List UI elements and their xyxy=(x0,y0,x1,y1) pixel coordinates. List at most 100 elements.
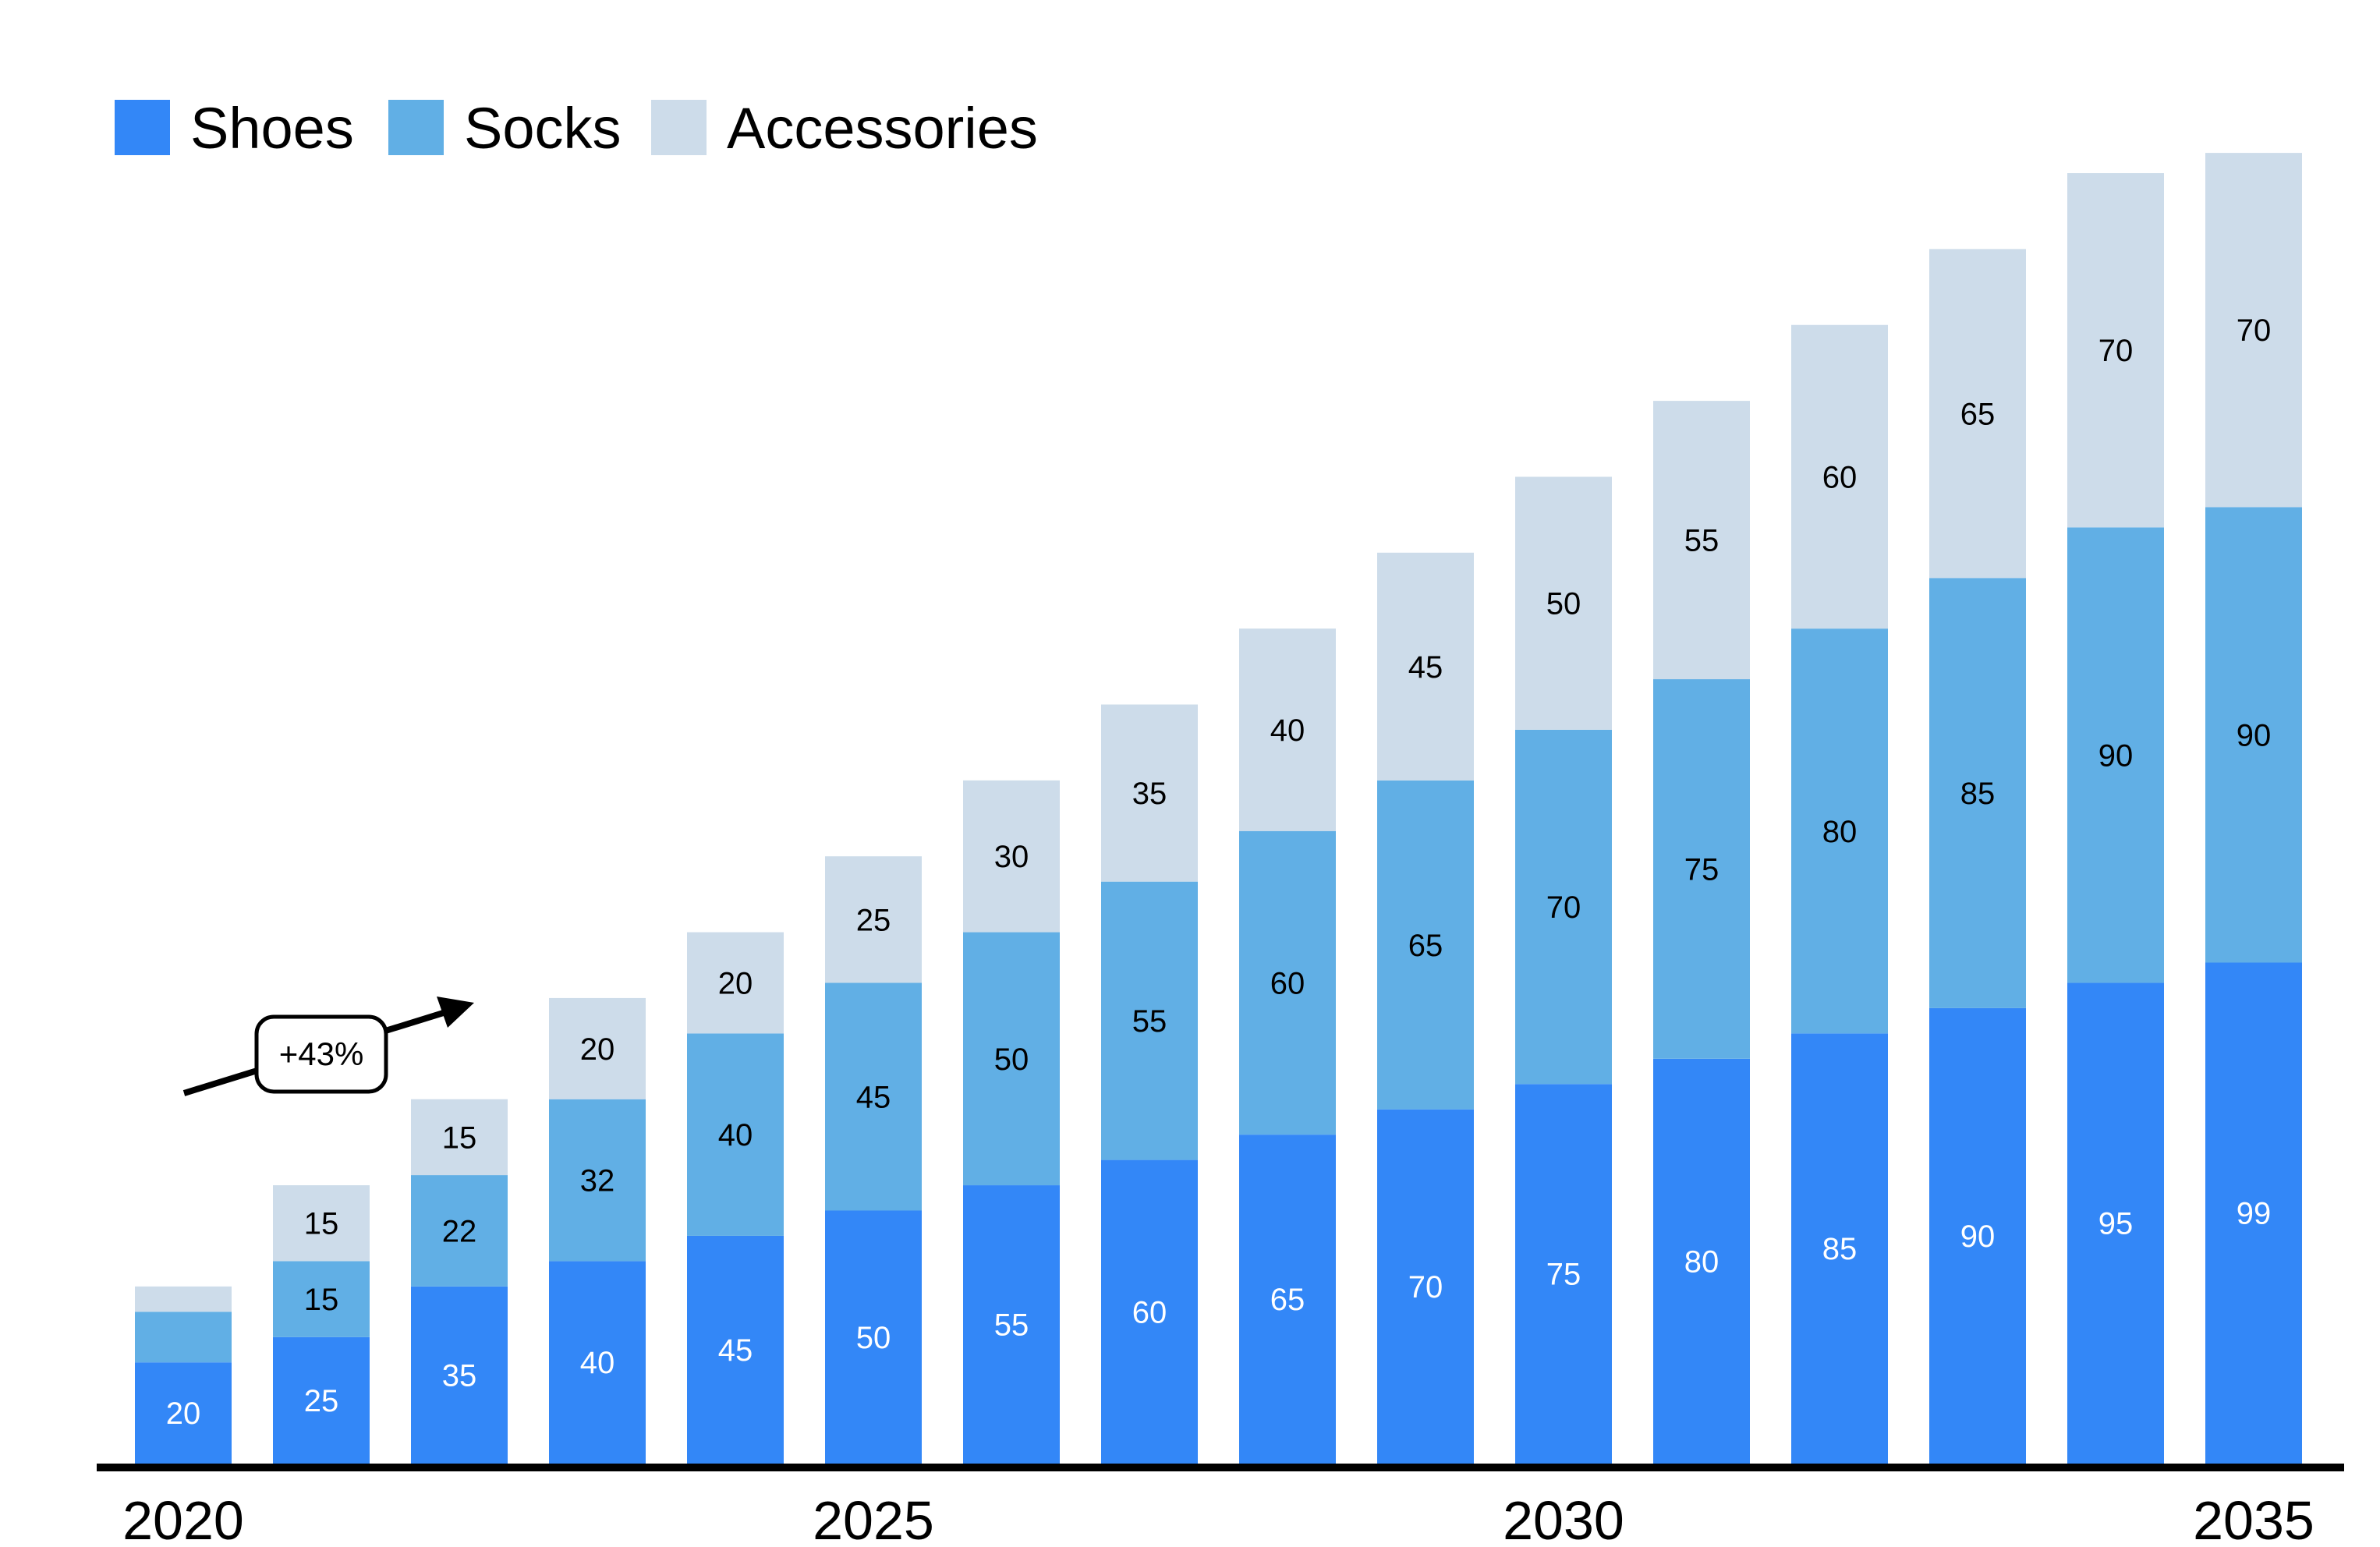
bar-socks-2022 xyxy=(411,1175,508,1287)
bar-socks-2032 xyxy=(1791,628,1888,1034)
bar-stack-2033: 90 85 65 xyxy=(1929,249,2026,1464)
bar-socks-2023 xyxy=(549,1099,646,1262)
data-label: 45 xyxy=(856,1080,891,1114)
bar-stack-2026: 55 50 30 xyxy=(963,780,1060,1464)
data-label: 25 xyxy=(856,903,891,937)
bar-shoes-2027 xyxy=(1101,1159,1198,1464)
annotation-label: +43% xyxy=(279,1035,364,1072)
data-label: 20 xyxy=(166,1397,201,1431)
data-label: 45 xyxy=(1408,650,1443,685)
data-label: 80 xyxy=(1822,815,1858,849)
bar-shoes-2032 xyxy=(1791,1033,1888,1464)
data-label: 50 xyxy=(994,1043,1029,1077)
bar-stack-2024: 45 40 20 xyxy=(687,932,784,1464)
legend-label-shoes: Shoes xyxy=(190,96,354,161)
bar-shoes-2028 xyxy=(1239,1135,1336,1464)
bar-accessories-2024 xyxy=(687,932,784,1034)
data-label: 40 xyxy=(580,1346,615,1380)
data-label: 65 xyxy=(1960,397,1996,431)
bar-socks-2021 xyxy=(273,1261,370,1337)
bar-socks-2035 xyxy=(2205,507,2302,963)
data-label: 45 xyxy=(718,1333,753,1368)
bar-shoes-2025 xyxy=(825,1210,922,1464)
bar-stack-2031: 80 75 55 xyxy=(1653,401,1750,1464)
x-tick-label: 2025 xyxy=(813,1490,934,1547)
bar-shoes-2021 xyxy=(273,1336,370,1464)
bar-stack-2032: 85 80 60 xyxy=(1791,324,1888,1464)
data-label: 55 xyxy=(1684,524,1719,558)
bar-stack-2027: 60 55 35 xyxy=(1101,704,1198,1464)
data-label: 90 xyxy=(1960,1220,1996,1254)
legend-swatch-socks xyxy=(388,100,444,155)
data-label: 32 xyxy=(580,1164,615,1198)
data-label: 95 xyxy=(2098,1207,2134,1241)
x-tick-label: 2030 xyxy=(1503,1490,1624,1547)
data-label: 90 xyxy=(2098,738,2134,773)
bar-socks-2025 xyxy=(825,982,922,1211)
bar-accessories-2021 xyxy=(273,1185,370,1262)
data-label: 15 xyxy=(442,1120,477,1155)
bar-stack-2029: 70 65 45 xyxy=(1377,552,1474,1464)
bar-accessories-2026 xyxy=(963,780,1060,933)
bar-shoes-2023 xyxy=(549,1261,646,1464)
data-label: 20 xyxy=(580,1032,615,1067)
data-label: 25 xyxy=(304,1384,339,1418)
bar-socks-2029 xyxy=(1377,780,1474,1110)
legend: Shoes Socks Accessories xyxy=(115,96,1038,161)
data-label: 70 xyxy=(2098,334,2134,368)
bar-stack-2028: 65 60 40 xyxy=(1239,628,1336,1464)
bar-socks-2024 xyxy=(687,1033,784,1236)
legend-swatch-accessories xyxy=(651,100,707,155)
x-tick-label: 2020 xyxy=(122,1490,244,1547)
bar-stack-2020: 20 xyxy=(135,1286,232,1464)
bar-accessories-2023 xyxy=(549,997,646,1099)
bar-stack-2035: 99 90 70 xyxy=(2205,153,2302,1464)
bar-shoes-2024 xyxy=(687,1235,784,1464)
bar-accessories-2025 xyxy=(825,856,922,983)
legend-swatch-shoes xyxy=(115,100,170,155)
bar-accessories-2034 xyxy=(2067,173,2164,528)
data-label: 85 xyxy=(1822,1232,1858,1266)
data-label: 40 xyxy=(718,1118,753,1152)
bar-socks-2033 xyxy=(1929,578,2026,1008)
bar-stack-2022: 35 22 15 xyxy=(411,1099,508,1464)
data-label: 75 xyxy=(1546,1258,1581,1292)
bar-shoes-2022 xyxy=(411,1286,508,1464)
data-label: 80 xyxy=(1684,1244,1719,1279)
bar-socks-2028 xyxy=(1239,830,1336,1135)
data-label: 30 xyxy=(994,840,1029,874)
data-label: 60 xyxy=(1132,1295,1167,1329)
bar-shoes-2026 xyxy=(963,1185,1060,1464)
data-label: 65 xyxy=(1408,929,1443,963)
data-label: 70 xyxy=(2237,313,2272,348)
data-label: 35 xyxy=(1132,777,1167,811)
bar-shoes-2029 xyxy=(1377,1109,1474,1464)
data-label: 35 xyxy=(442,1358,477,1393)
data-label: 90 xyxy=(2237,718,2272,752)
data-label: 70 xyxy=(1408,1270,1443,1305)
bar-accessories-2030 xyxy=(1515,476,1612,730)
x-tick-labels: 2020 2025 2030 2035 xyxy=(122,1490,2314,1547)
growth-annotation: +43% xyxy=(182,997,474,1096)
bar-stack-2023: 40 32 20 xyxy=(549,997,646,1464)
data-label: 15 xyxy=(304,1207,339,1241)
bar-shoes-2034 xyxy=(2067,982,2164,1464)
bar-stack-2021: 25 15 15 xyxy=(273,1185,370,1464)
bar-accessories-2027 xyxy=(1101,704,1198,882)
data-label: 22 xyxy=(442,1214,477,1248)
data-label: 75 xyxy=(1684,852,1719,887)
data-label: 20 xyxy=(718,966,753,1000)
bar-accessories-2028 xyxy=(1239,628,1336,831)
data-label: 99 xyxy=(2237,1197,2272,1231)
bar-shoes-2033 xyxy=(1929,1007,2026,1464)
bar-accessories-2035 xyxy=(2205,153,2302,508)
bar-shoes-2035 xyxy=(2205,962,2302,1464)
bar-stack-2034: 95 90 70 xyxy=(2067,173,2164,1464)
data-label: 55 xyxy=(1132,1004,1167,1039)
bar-shoes-2030 xyxy=(1515,1084,1612,1464)
x-tick-label: 2035 xyxy=(2193,1490,2314,1547)
bar-accessories-2032 xyxy=(1791,324,1888,629)
bar-stack-2030: 75 70 50 xyxy=(1515,476,1612,1464)
legend-label-accessories: Accessories xyxy=(727,96,1038,161)
